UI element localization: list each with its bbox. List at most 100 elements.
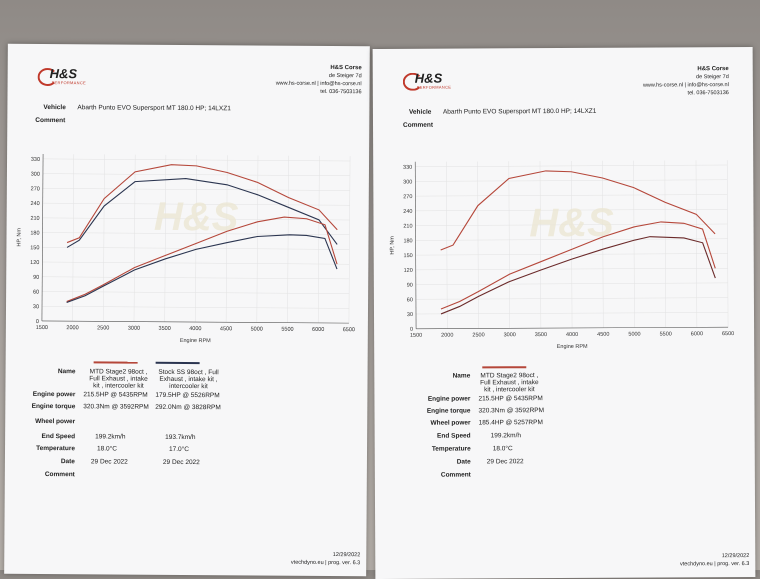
grid-line-x	[195, 155, 197, 323]
y-tick-label: 330	[31, 157, 40, 163]
x-tick-label: 2000	[66, 325, 78, 331]
logo-subtext: PERFORMANCE	[416, 84, 452, 90]
x-tick-label: 1500	[36, 325, 48, 331]
stock-end: 193.7km/h	[165, 433, 196, 442]
x-tick-label: 6500	[722, 331, 734, 337]
grid-line-x	[508, 161, 510, 329]
y-axis	[41, 153, 44, 321]
logo-text: H&S	[414, 70, 443, 86]
stock-power: 179.5HP @ 5526RPM	[155, 391, 220, 400]
y-tick-label: 30	[407, 312, 413, 318]
y-axis	[414, 161, 417, 329]
stage2-torque: 320.3Nm @ 3592RPM	[83, 403, 149, 411]
x-tick-label: 2500	[97, 325, 109, 331]
row-label-temp: Temperature	[36, 444, 76, 453]
x-tick-label: 6500	[343, 327, 355, 333]
grid-line-x	[477, 161, 479, 329]
y-tick-label: 60	[33, 289, 39, 295]
row-label-comment: Comment	[44, 471, 75, 479]
vehicle-value: Abarth Punto EVO Supersport MT 180.0 HP;…	[77, 104, 231, 113]
series-line-stage2_power	[440, 221, 716, 310]
y-tick-label: 180	[403, 238, 412, 244]
stock-name: Stock SS 98oct , Full Exhaust , intake k…	[158, 368, 219, 391]
series-line-stage2_power	[66, 216, 338, 303]
row-label-torque: Engine torque	[31, 402, 76, 411]
row-label-date: Date	[456, 458, 471, 466]
grid-line-x	[256, 155, 259, 323]
comment-label: Comment	[35, 116, 66, 125]
address-line-3: tel. 036-7503136	[320, 88, 362, 96]
y-axis-label: HP, Nm	[390, 236, 396, 255]
x-tick-label: 3500	[535, 332, 547, 338]
watermark-logo: H&S	[529, 201, 614, 245]
y-tick-label: 150	[403, 253, 412, 259]
stage2-name: MTD Stage2 98oct , Full Exhaust , intake…	[480, 372, 539, 394]
logo-text: H&S	[49, 66, 78, 82]
y-tick-label: 120	[404, 268, 413, 274]
x-tick-label: 4000	[566, 332, 578, 338]
y-tick-label: 90	[407, 283, 413, 289]
x-tick-label: 4500	[597, 332, 609, 338]
stage2-date: 29 Dec 2022	[486, 458, 524, 466]
row-label-name: Name	[57, 368, 76, 376]
dyno-sheet-right: H&S PERFORMANCE H&S Corse de Steiger 7d …	[372, 47, 756, 579]
y-tick-label: 270	[31, 186, 40, 192]
dyno-chart-svg-left: 0 30 60 90 120 150 180 210 240 270 300 330 1500 2000 2…	[16, 153, 355, 344]
grid-line-x	[287, 155, 289, 323]
comment-label: Comment	[402, 121, 434, 129]
x-axis	[41, 320, 349, 324]
x-tick-label: 5000	[628, 332, 640, 338]
x-tick-label: 4500	[220, 326, 232, 332]
vehicle-value: Abarth Punto EVO Supersport MT 180.0 HP;…	[442, 107, 597, 116]
footer-right: 12/29/2022 vtechdyno.eu | prog. ver. 6.3	[680, 552, 749, 568]
y-tick-label: 180	[30, 230, 39, 236]
grid-line-x	[695, 160, 698, 328]
x-tick-label: 3000	[128, 326, 140, 332]
row-label-comment: Comment	[440, 471, 471, 479]
row-label-end: End Speed	[41, 432, 76, 441]
series-line-stage2_torque	[440, 170, 716, 251]
stage2-torque: 320.3Nm @ 3592RPM	[478, 407, 545, 415]
stock-temp: 17.0°C	[169, 445, 190, 454]
x-tick-label: 2000	[441, 333, 453, 339]
stage2-end: 199.2km/h	[490, 432, 522, 440]
dyno-chart-right: 0 30 60 90 120 150 180 210 240 270 300 330 1500 2000 2…	[387, 155, 738, 362]
row-label-name: Name	[452, 372, 471, 380]
x-tick-label: 6000	[312, 327, 324, 333]
logo-subtext: PERFORMANCE	[51, 80, 87, 86]
row-label-temp: Temperature	[431, 445, 471, 453]
grid-line-x	[539, 161, 542, 329]
address-line-3: tel. 036-7503136	[687, 90, 729, 97]
grid-line-x	[225, 155, 228, 323]
x-tick-label: 5500	[660, 331, 672, 337]
y-tick-label: 150	[30, 245, 39, 251]
grid-line-x	[317, 155, 320, 323]
y-tick-label: 300	[403, 179, 412, 185]
series-line-wheel_power	[440, 236, 716, 315]
results-table-right: Name MTD Stage2 98oct , Full Exhaust , i…	[374, 369, 745, 501]
hs-logo: H&S PERFORMANCE	[402, 70, 463, 91]
dyno-chart-left: 0 30 60 90 120 150 180 210 240 270 300 330 1500 2000 2…	[14, 149, 360, 356]
y-tick-label: 240	[31, 201, 40, 207]
stock-torque: 292.0Nm @ 3828RPM	[155, 403, 221, 412]
grid-line-x	[446, 161, 448, 329]
company-address: H&S Corse de Steiger 7d www.hs-corse.nl …	[643, 65, 729, 97]
x-axis	[416, 326, 729, 330]
row-label-end: End Speed	[437, 432, 471, 440]
grid-line-x	[602, 160, 604, 328]
grid-line-x	[633, 160, 635, 328]
y-tick-label: 210	[403, 224, 412, 230]
y-tick-label: 60	[407, 297, 413, 303]
grid-line-x	[133, 154, 136, 322]
y-tick-label: 210	[30, 216, 39, 222]
y-tick-label: 270	[403, 194, 412, 200]
stage2-date: 29 Dec 2022	[90, 458, 128, 466]
grid-line-x	[103, 154, 105, 322]
stock-date: 29 Dec 2022	[162, 458, 200, 467]
y-tick-label: 240	[403, 209, 412, 215]
address-line-2: www.hs-corse.nl | info@hs-corse.nl	[275, 80, 362, 88]
hs-logo: H&S PERFORMANCE	[37, 66, 98, 87]
footer-program: vtechdyno.eu | prog. ver. 6.3	[290, 559, 361, 567]
y-tick-label: 120	[30, 260, 39, 266]
row-label-wheel: Wheel power	[35, 417, 76, 426]
